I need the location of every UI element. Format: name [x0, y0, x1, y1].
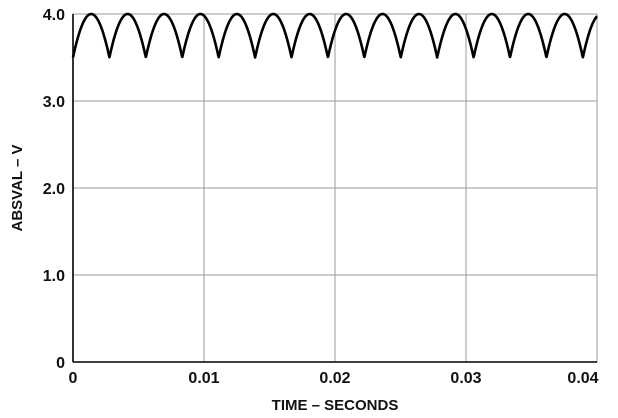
- x-tick-label: 0: [69, 370, 78, 387]
- series-line-absval: [71, 12, 598, 59]
- x-tick-label: 0.04: [567, 370, 598, 387]
- y-tick-label: 0: [56, 355, 65, 372]
- x-tick-label: 0.03: [450, 370, 481, 387]
- y-axis-title: ABSVAL – V: [9, 145, 26, 232]
- y-tick-label: 4.0: [43, 7, 65, 24]
- x-tick-labels: 0 0.01 0.02 0.03 0.04: [69, 370, 599, 387]
- grid: [73, 14, 597, 362]
- y-tick-label: 2.0: [43, 181, 65, 198]
- y-tick-label: 1.0: [43, 268, 65, 285]
- x-tick-label: 0.01: [188, 370, 219, 387]
- x-axis-title: TIME – SECONDS: [272, 397, 399, 414]
- y-tick-labels: 0 1.0 2.0 3.0 4.0: [43, 7, 65, 372]
- x-tick-label: 0.02: [319, 370, 350, 387]
- y-tick-label: 3.0: [43, 94, 65, 111]
